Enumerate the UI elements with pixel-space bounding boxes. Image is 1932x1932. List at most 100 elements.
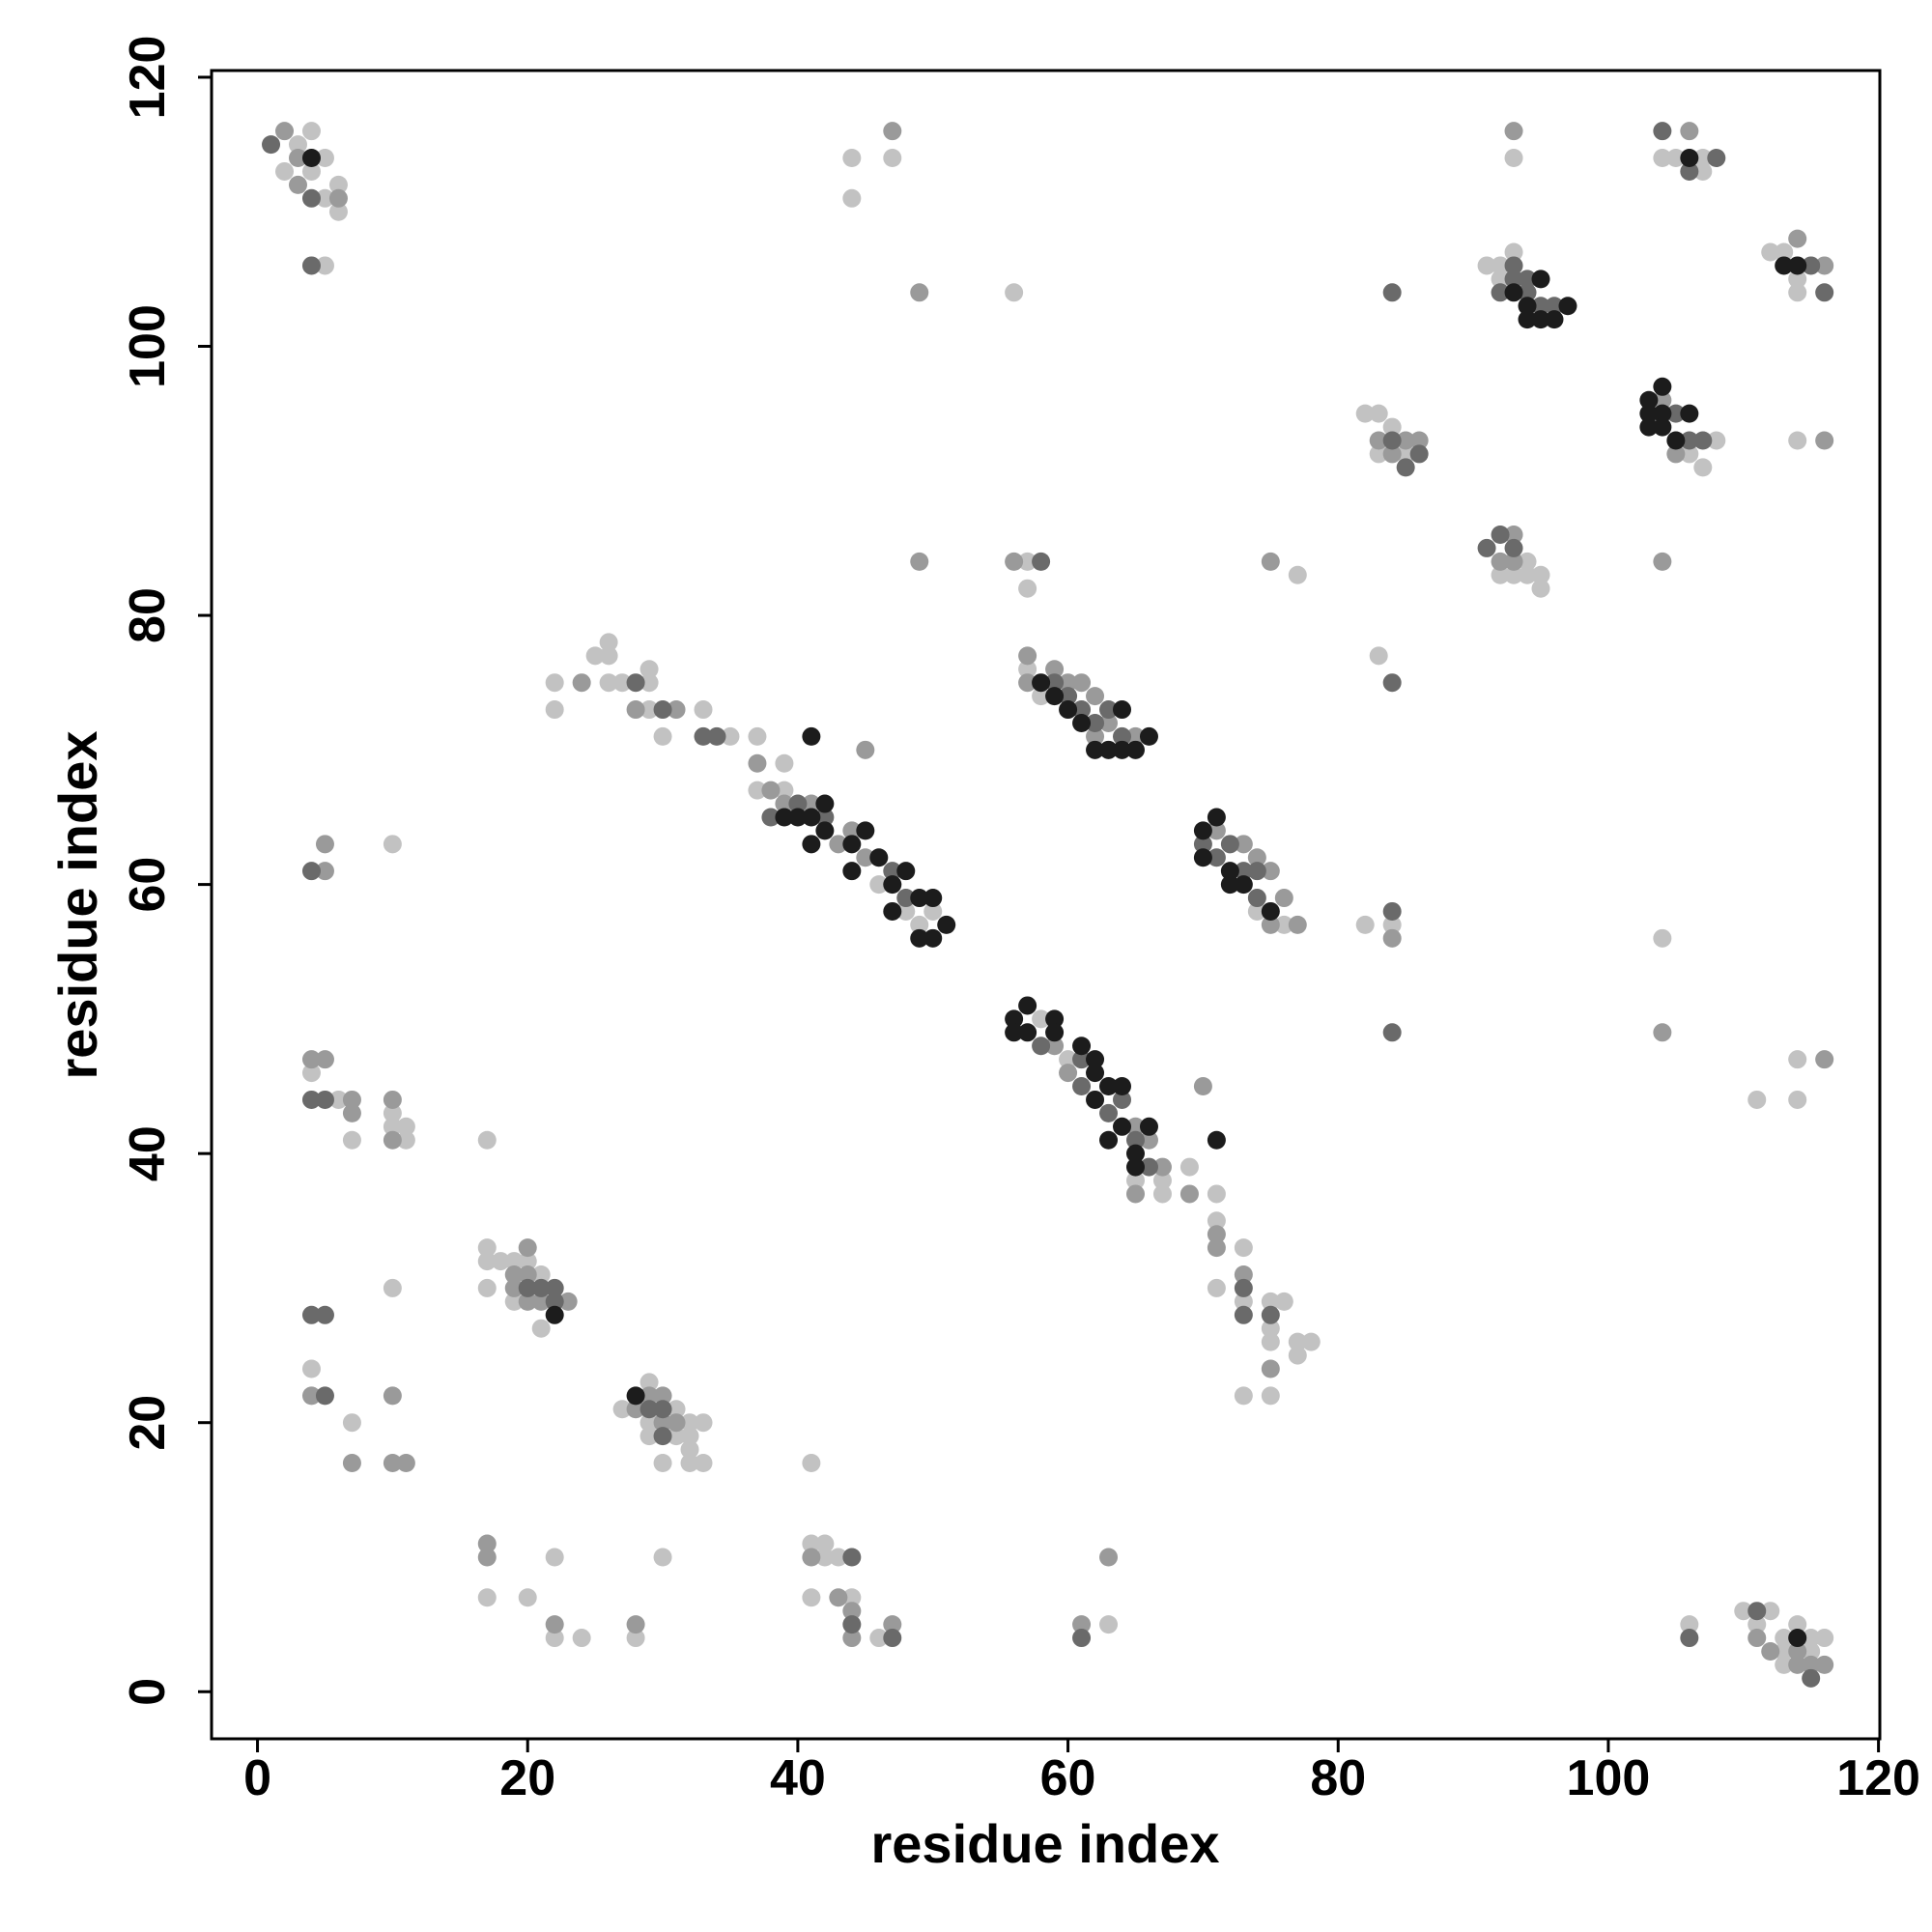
contact-point	[1207, 1184, 1226, 1204]
contact-point	[1261, 1305, 1280, 1324]
contact-point	[477, 1588, 497, 1607]
contact-point	[1653, 122, 1672, 141]
contact-point	[707, 726, 726, 746]
contact-point	[626, 700, 645, 720]
contact-point	[1018, 660, 1037, 679]
contact-point	[1518, 565, 1537, 584]
contact-point	[1680, 161, 1699, 181]
contact-point	[1220, 862, 1239, 881]
contact-point	[1261, 1332, 1280, 1351]
contact-point	[1518, 270, 1537, 289]
contact-point	[1693, 458, 1713, 477]
contact-point	[396, 1117, 415, 1136]
contact-point	[937, 915, 956, 934]
contact-point	[1504, 538, 1523, 557]
y-tick-label: 20	[120, 1395, 176, 1451]
contact-point	[1815, 256, 1834, 275]
contact-point	[1369, 404, 1388, 423]
contact-point	[1125, 1171, 1145, 1190]
contact-point	[802, 808, 821, 827]
contact-point	[775, 753, 794, 773]
contact-point	[1261, 1292, 1280, 1311]
contact-point	[1693, 161, 1713, 181]
contact-point	[626, 1615, 645, 1634]
contact-point	[1504, 552, 1523, 571]
contact-point	[1491, 525, 1510, 544]
y-tick-label: 40	[120, 1125, 176, 1181]
contact-point	[1193, 1077, 1212, 1096]
contact-point	[1775, 242, 1794, 262]
contact-point	[1396, 444, 1415, 464]
contact-point	[1369, 431, 1388, 450]
contact-point	[504, 1292, 524, 1311]
contact-point	[1734, 1602, 1753, 1621]
contact-point	[1125, 1157, 1145, 1177]
contact-point	[383, 835, 402, 854]
contact-point	[545, 1292, 564, 1311]
contact-point	[1301, 1332, 1321, 1351]
contact-point	[1531, 270, 1550, 289]
contact-point	[1382, 915, 1402, 934]
contact-point	[1220, 875, 1239, 895]
contact-point	[1113, 740, 1132, 759]
contact-point	[1815, 431, 1834, 450]
contact-point	[1815, 1050, 1834, 1069]
contact-point	[1072, 1077, 1092, 1096]
contact-point	[802, 1453, 821, 1472]
contact-point	[639, 673, 659, 693]
contact-point	[558, 1292, 578, 1311]
contact-point	[1666, 149, 1686, 168]
contact-point	[910, 928, 929, 948]
contact-point	[1247, 848, 1266, 867]
contact-point	[923, 928, 943, 948]
contact-point	[1113, 726, 1132, 746]
contact-point	[1032, 552, 1051, 571]
contact-point	[1234, 1292, 1253, 1311]
contact-point	[856, 740, 875, 759]
contact-point	[1477, 538, 1496, 557]
contact-point	[1369, 646, 1388, 666]
contact-point	[1382, 283, 1402, 302]
contact-point	[545, 1629, 564, 1648]
contact-point	[883, 862, 902, 881]
contact-point	[1207, 1225, 1226, 1244]
contact-point	[315, 862, 334, 881]
contact-point	[1032, 687, 1051, 706]
contact-point	[1369, 444, 1388, 464]
x-tick-label: 40	[770, 1750, 826, 1806]
contact-point	[680, 1427, 699, 1446]
contact-point	[842, 149, 862, 168]
contact-point	[383, 1103, 402, 1122]
contact-point	[1815, 1655, 1834, 1674]
contact-point	[1234, 1386, 1253, 1406]
contact-point	[301, 1064, 321, 1083]
contact-point	[1113, 1090, 1132, 1109]
contact-point	[815, 1534, 835, 1553]
contact-point	[301, 1359, 321, 1378]
contact-point	[1707, 431, 1726, 450]
contact-point	[869, 848, 889, 867]
contact-point	[802, 794, 821, 813]
contact-point	[1261, 862, 1280, 881]
contact-point	[342, 1453, 361, 1472]
contact-point	[1059, 700, 1078, 720]
contact-point	[653, 1386, 672, 1406]
contact-point	[815, 808, 835, 827]
contact-point	[1207, 848, 1226, 867]
contact-point	[869, 1629, 889, 1648]
contact-point	[842, 1548, 862, 1567]
contact-point	[775, 794, 794, 813]
contact-point	[383, 1117, 402, 1136]
contact-point	[1086, 1090, 1105, 1109]
contact-point	[1775, 1629, 1794, 1648]
contact-point	[639, 1413, 659, 1433]
contact-point	[288, 175, 307, 194]
contact-point	[301, 122, 321, 141]
contact-point	[694, 1453, 713, 1472]
contact-point	[1099, 1615, 1119, 1634]
contact-point	[923, 901, 943, 921]
contact-point	[694, 700, 713, 720]
contact-point	[1220, 835, 1239, 854]
contact-point	[599, 646, 618, 666]
contact-point	[342, 1103, 361, 1122]
